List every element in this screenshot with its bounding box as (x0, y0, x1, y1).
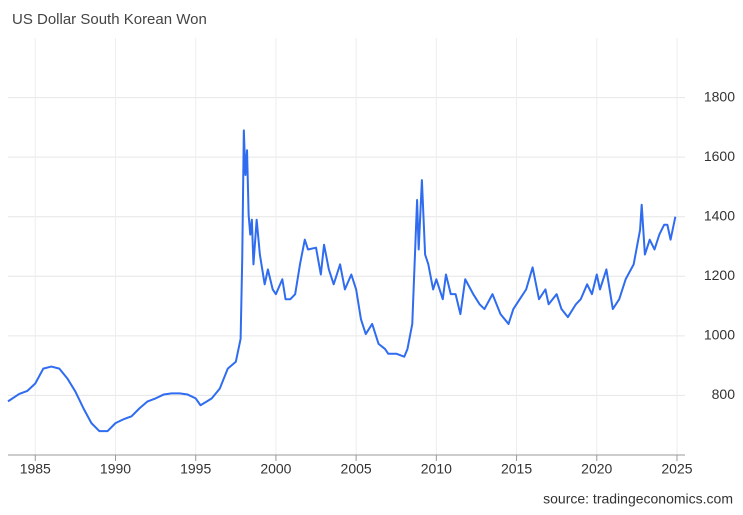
x-tick-label: 1995 (180, 461, 211, 477)
chart-title: US Dollar South Korean Won (12, 11, 207, 28)
y-tick-label: 1200 (704, 267, 735, 283)
x-tick-label: 2010 (421, 461, 452, 477)
line (7, 129, 677, 433)
x-tick-label: 2000 (260, 461, 291, 477)
y-tick-label: 1600 (704, 148, 735, 164)
y-tick-label: 1000 (704, 327, 735, 343)
x-tick-label: 2015 (501, 461, 532, 477)
source: source: tradingeconomics.com (543, 491, 733, 507)
x-tick-label: 1985 (20, 461, 51, 477)
y-tick-label: 1400 (704, 207, 735, 223)
y-tick-label: 800 (712, 386, 736, 402)
x-tick-label: 2005 (341, 461, 372, 477)
x-tick-label: 2025 (661, 461, 692, 477)
y-tick-label: 1800 (704, 88, 735, 104)
x-tick-label: 2020 (581, 461, 612, 477)
x-tick-label: 1990 (100, 461, 131, 477)
